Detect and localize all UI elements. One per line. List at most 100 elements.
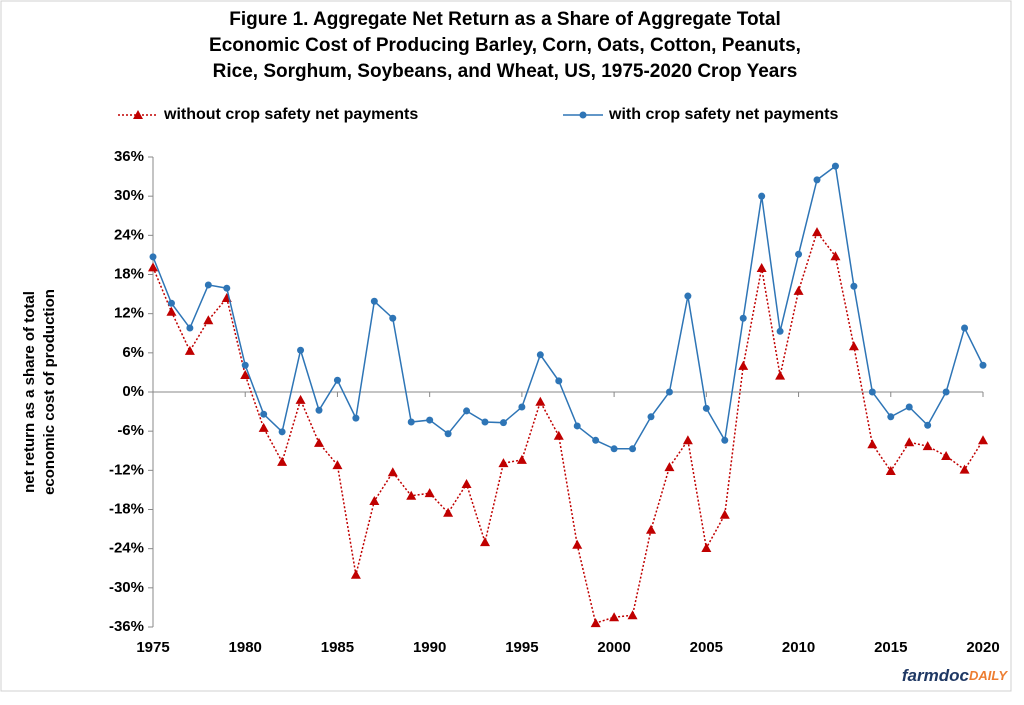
data-point <box>647 413 655 421</box>
data-point <box>350 569 361 579</box>
x-tick-label: 2010 <box>782 639 815 656</box>
data-point <box>389 314 397 322</box>
data-point <box>278 428 286 436</box>
y-tick-label: -30% <box>109 579 144 596</box>
x-tick-label: 2005 <box>690 639 723 656</box>
y-tick-label: 0% <box>122 383 144 400</box>
data-point <box>848 341 859 351</box>
data-point <box>463 407 471 415</box>
chart-title: Economic Cost of Producing Barley, Corn,… <box>209 35 801 56</box>
y-tick-label: -24% <box>109 540 144 557</box>
data-point <box>702 404 710 412</box>
data-point <box>924 421 932 429</box>
data-point <box>627 610 638 620</box>
data-point <box>646 524 656 534</box>
data-point <box>166 306 177 316</box>
data-point <box>516 454 527 464</box>
series-line <box>152 164 984 450</box>
data-point <box>701 543 712 553</box>
data-point <box>719 509 730 519</box>
data-point <box>203 315 214 325</box>
x-tick-label: 1985 <box>321 639 354 656</box>
data-point <box>555 377 563 385</box>
y-tick-label: 6% <box>122 344 144 361</box>
data-point <box>444 430 452 438</box>
data-point <box>461 479 472 489</box>
source-logo: farmdocDAILY <box>902 666 1008 685</box>
data-point <box>297 346 305 354</box>
legend-label: without crop safety net payments <box>163 106 418 123</box>
data-point <box>406 490 417 500</box>
logo-main: farmdoc <box>902 666 970 685</box>
data-point <box>572 539 583 549</box>
data-point <box>590 618 601 628</box>
y-tick-label: 36% <box>114 148 144 165</box>
data-point <box>240 370 251 380</box>
data-point <box>721 436 729 444</box>
data-point <box>609 612 620 622</box>
data-point <box>904 437 915 447</box>
data-point <box>536 351 544 359</box>
data-point <box>738 360 749 370</box>
data-point <box>426 416 434 424</box>
x-tick-label: 1975 <box>136 639 169 656</box>
data-point <box>629 445 637 453</box>
data-point <box>370 297 378 305</box>
data-point <box>315 406 323 414</box>
data-point <box>682 435 693 445</box>
logo-suffix: DAILY <box>969 668 1008 683</box>
data-point <box>407 418 415 426</box>
y-axis-label: net return as a share of total <box>21 291 38 493</box>
data-point <box>481 418 489 426</box>
data-point <box>885 465 896 475</box>
data-point <box>277 456 288 466</box>
data-point <box>664 462 675 472</box>
y-axis-label: economic cost of production <box>41 289 58 495</box>
data-point <box>148 262 158 272</box>
data-point <box>758 192 766 200</box>
series-line <box>152 230 984 625</box>
chart-title: Rice, Sorghum, Soybeans, and Wheat, US, … <box>213 61 798 82</box>
data-point <box>793 285 804 295</box>
data-point <box>813 176 821 184</box>
x-tick-label: 2000 <box>597 639 630 656</box>
data-point <box>424 488 435 498</box>
data-point <box>665 388 673 396</box>
data-point <box>922 441 933 451</box>
data-point <box>535 396 546 406</box>
data-point <box>167 299 175 307</box>
y-tick-label: -18% <box>109 500 144 517</box>
data-point <box>961 324 969 332</box>
y-tick-label: 30% <box>114 187 144 204</box>
data-point <box>314 437 324 447</box>
y-tick-label: -6% <box>117 422 144 439</box>
data-point <box>186 324 194 332</box>
x-tick-label: 2020 <box>966 639 999 656</box>
data-point <box>942 388 950 396</box>
y-tick-label: 12% <box>114 305 144 322</box>
data-point <box>905 403 913 411</box>
data-point <box>978 435 988 445</box>
data-point <box>684 292 692 300</box>
data-point <box>241 361 249 369</box>
data-point <box>499 419 507 427</box>
data-point <box>387 467 398 477</box>
data-point <box>573 422 581 430</box>
data-point <box>867 439 878 449</box>
data-point <box>184 345 195 355</box>
data-point <box>369 496 380 506</box>
data-point <box>812 227 822 237</box>
data-point <box>258 422 269 432</box>
data-point <box>775 370 786 380</box>
data-point <box>149 253 157 261</box>
data-point <box>887 413 895 421</box>
legend-label: with crop safety net payments <box>608 106 838 123</box>
frame <box>0 0 1012 692</box>
legend-marker <box>133 110 143 119</box>
x-tick-label: 1995 <box>505 639 538 656</box>
data-point <box>850 282 858 290</box>
data-point <box>498 458 509 468</box>
y-tick-label: -12% <box>109 461 144 478</box>
data-point <box>332 460 343 470</box>
